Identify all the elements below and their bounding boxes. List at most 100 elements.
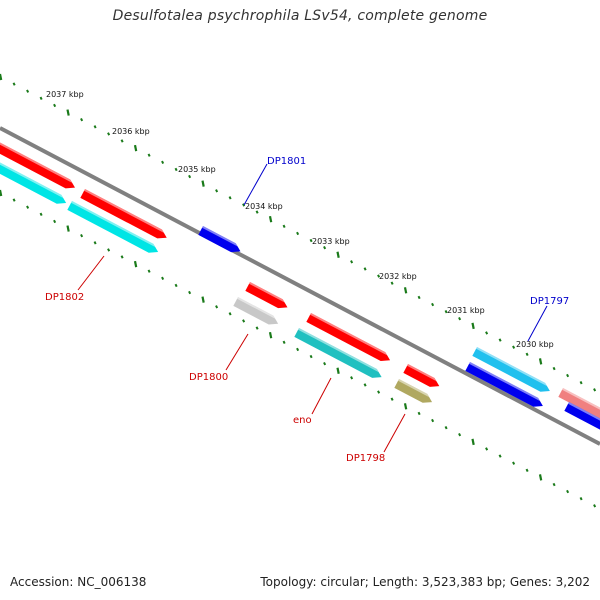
major-tick (0, 189, 3, 197)
scale-label: 2037 kbp (46, 90, 84, 99)
gene-bar-dp1798[interactable] (394, 379, 434, 406)
gene-bar-blue[interactable] (465, 362, 545, 410)
major-tick (336, 367, 340, 374)
minor-tick (53, 103, 57, 108)
minor-tick (485, 331, 489, 335)
scale-label: 2031 kbp (447, 306, 485, 315)
minor-tick (593, 504, 597, 508)
scale-label: 2030 kbp (516, 340, 554, 349)
major-tick (66, 225, 70, 232)
minor-tick (53, 219, 57, 224)
minor-tick (12, 82, 16, 86)
minor-tick (282, 340, 286, 344)
label-leader (243, 163, 268, 206)
minor-tick (431, 418, 435, 423)
gene-label-dp1801[interactable]: DP1801 (267, 156, 306, 167)
label-leader (77, 255, 105, 291)
major-tick (538, 358, 543, 365)
major-tick (403, 287, 408, 294)
label-leader (311, 377, 332, 415)
major-tick (471, 322, 475, 330)
minor-tick (350, 260, 354, 264)
minor-tick (161, 276, 165, 281)
scale-label: 2035 kbp (178, 165, 216, 174)
major-tick (336, 251, 340, 258)
minor-tick (228, 312, 232, 316)
minor-tick (579, 381, 583, 385)
minor-tick (147, 269, 151, 273)
minor-tick (323, 361, 327, 366)
minor-tick (458, 317, 462, 321)
minor-tick (512, 345, 516, 349)
gene-features (0, 132, 600, 439)
minor-tick (390, 281, 394, 285)
gene-bar-cyan[interactable] (0, 152, 68, 207)
gene-label-dp1800[interactable]: DP1800 (189, 372, 228, 383)
minor-tick (363, 267, 367, 271)
minor-tick (525, 468, 529, 472)
major-tick (268, 331, 273, 339)
scale-ticks-lower (0, 189, 597, 508)
minor-tick (444, 309, 448, 314)
major-tick (201, 296, 205, 303)
minor-tick (498, 454, 502, 458)
gene-label-dp1802[interactable]: DP1802 (45, 292, 84, 303)
genome-summary-text: Topology: circular; Length: 3,523,383 bp… (260, 575, 590, 589)
minor-tick (93, 241, 97, 245)
gene-bar-red[interactable] (0, 132, 77, 192)
major-tick (403, 403, 408, 410)
major-tick (66, 109, 70, 116)
gene-bar-red[interactable] (403, 364, 441, 391)
gene-bar-red[interactable] (306, 313, 392, 365)
label-leader (225, 333, 249, 371)
minor-tick (525, 352, 529, 356)
minor-tick (512, 461, 516, 465)
minor-tick (215, 189, 219, 193)
minor-tick (12, 198, 16, 202)
minor-tick (417, 295, 421, 300)
accession-text: Accession: NC_006138 (10, 575, 147, 589)
gene-bar-eno[interactable] (294, 328, 384, 382)
minor-tick (26, 89, 30, 93)
minor-tick (107, 248, 111, 252)
gene-bar-dp1797[interactable] (472, 347, 552, 395)
minor-tick (350, 376, 354, 380)
gene-bar-red[interactable] (245, 282, 289, 312)
minor-tick (147, 153, 151, 157)
minor-tick (377, 390, 381, 394)
minor-tick (228, 196, 232, 200)
scale-ticks-upper (0, 73, 597, 392)
minor-tick (363, 383, 367, 387)
minor-tick (107, 132, 111, 136)
gene-bar-cyan[interactable] (67, 201, 160, 256)
minor-tick (215, 305, 219, 309)
major-tick (471, 438, 475, 446)
gene-label-dp1798[interactable]: DP1798 (346, 453, 385, 464)
minor-tick (255, 210, 259, 214)
map-title: Desulfotalea psychrophila LSv54, complet… (112, 8, 488, 24)
minor-tick (377, 274, 381, 278)
minor-tick (188, 174, 192, 179)
minor-tick (188, 290, 192, 295)
gene-bar-dp1800[interactable] (233, 297, 280, 328)
label-leader (527, 305, 548, 342)
major-tick (133, 144, 138, 152)
gene-label-dp1797[interactable]: DP1797 (530, 296, 569, 307)
minor-tick (242, 203, 246, 207)
gene-bar-red[interactable] (80, 189, 169, 242)
minor-tick (458, 433, 462, 437)
major-tick (201, 180, 205, 187)
minor-tick (39, 212, 43, 217)
gene-bar-dp1801[interactable] (198, 226, 242, 256)
minor-tick (26, 205, 30, 209)
label-leader (383, 413, 406, 453)
minor-tick (80, 233, 84, 238)
minor-tick (566, 373, 570, 378)
minor-tick (498, 338, 502, 342)
minor-tick (431, 302, 435, 307)
gene-bar-blue[interactable] (564, 402, 600, 439)
gene-label-eno[interactable]: eno (293, 415, 312, 426)
minor-tick (417, 411, 421, 416)
minor-tick (242, 319, 246, 323)
